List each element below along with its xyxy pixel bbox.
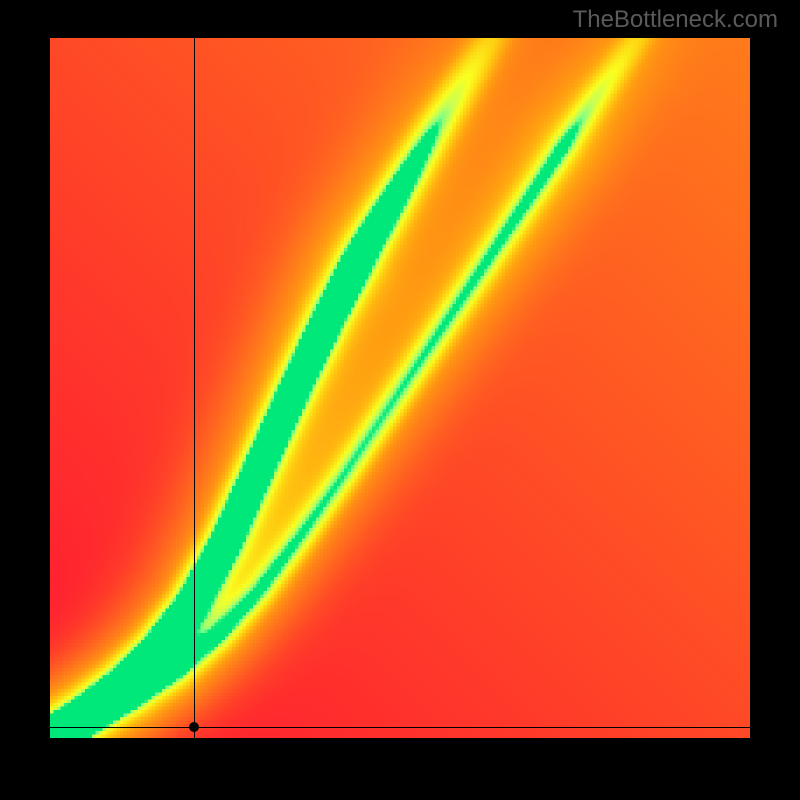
crosshair-vertical [194,38,195,738]
chart-container: { "watermark": { "text": "TheBottleneck.… [0,0,800,800]
crosshair-horizontal [50,727,750,728]
plot-area [50,38,750,738]
watermark-text: TheBottleneck.com [573,6,778,34]
heatmap-canvas [50,38,750,738]
